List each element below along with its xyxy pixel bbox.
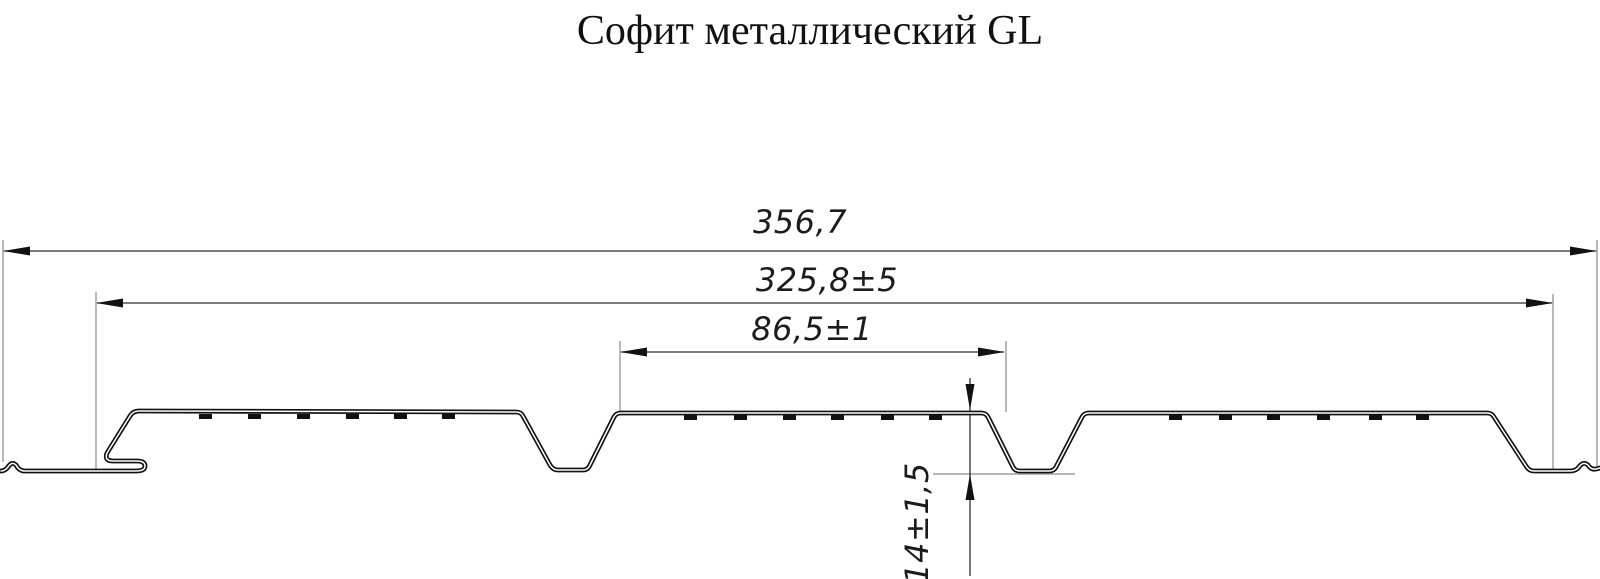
perforation-slot [1169,415,1182,420]
drawing-title: Софит металлический GL [577,8,1043,54]
arrowhead-right-icon [978,347,1005,357]
perforation-slot [783,415,796,420]
perforation-slot [734,415,747,420]
arrowhead-right-icon [1570,246,1597,256]
arrowhead-right-icon [1526,298,1553,308]
perforation-slot [1317,415,1330,420]
arrowhead-left-icon [620,347,647,357]
arrowhead-left-icon [96,298,123,308]
dimension-working-width: 325,8±5 [96,261,1553,308]
perforation-slot [248,414,261,419]
dimension-groove-pitch: 86,5±1 [620,310,1005,357]
perforation-slot [346,414,359,419]
perforation-slot [831,415,844,420]
perforation-slot [684,415,697,420]
arrowhead-left-icon [3,246,30,256]
dimension-total-width-label: 356,7 [753,203,847,241]
perforation-slot [881,415,894,420]
perforation-slot [1416,415,1429,420]
extension-lines [2,240,1598,475]
perforation-slot [394,414,407,419]
profile-inner-contour [0,410,1600,472]
dimension-working-width-label: 325,8±5 [756,261,898,299]
perforation-slot [442,414,455,419]
arrowhead-up-icon [965,474,975,500]
dimension-profile-height: 14±1,5 [898,378,975,579]
perforation-slot [929,415,942,420]
perforation-slot [1267,415,1280,420]
perforation-slot [297,414,310,419]
dimension-total-width: 356,7 [3,203,1597,256]
perforation-slot [1219,415,1232,420]
perforation-slots [199,414,1429,420]
dimension-profile-height-label: 14±1,5 [898,462,936,579]
soffit-profile-outline [0,408,1600,474]
profile-outer-contour [0,408,1600,474]
dimension-groove-pitch-label: 86,5±1 [751,310,872,348]
perforation-slot [1369,415,1382,420]
perforation-slot [199,414,212,419]
arrowhead-down-icon [965,384,975,410]
